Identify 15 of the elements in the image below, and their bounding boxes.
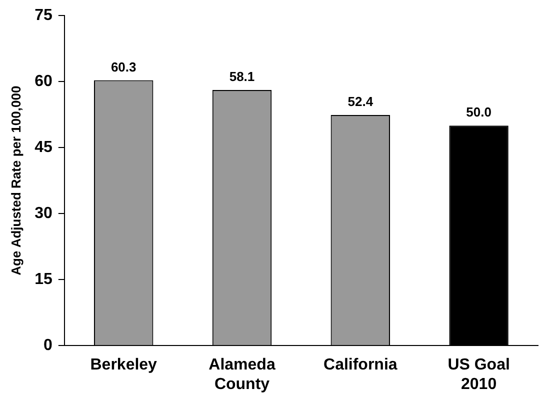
- x-tick-label: Berkeley: [90, 356, 158, 374]
- y-tick-label: 0: [43, 337, 52, 354]
- data-label: 52.4: [348, 94, 374, 110]
- x-tick-label: California: [324, 356, 398, 374]
- data-label: 60.3: [110, 59, 136, 74]
- x-tick-label: US Goal 2010: [448, 356, 510, 393]
- data-label: 50.0: [466, 104, 492, 120]
- x-tick-label: Alameda County: [208, 356, 276, 393]
- y-axis-title: Age Adjusted Rate per 100,000: [8, 86, 24, 276]
- y-tick-label: 15: [34, 271, 52, 288]
- y-tick-label: 60: [34, 73, 52, 90]
- data-label: 58.1: [229, 69, 255, 84]
- y-tick-label: 75: [34, 7, 52, 24]
- y-tick-label: 30: [34, 205, 52, 222]
- y-tick-label: 45: [34, 139, 52, 156]
